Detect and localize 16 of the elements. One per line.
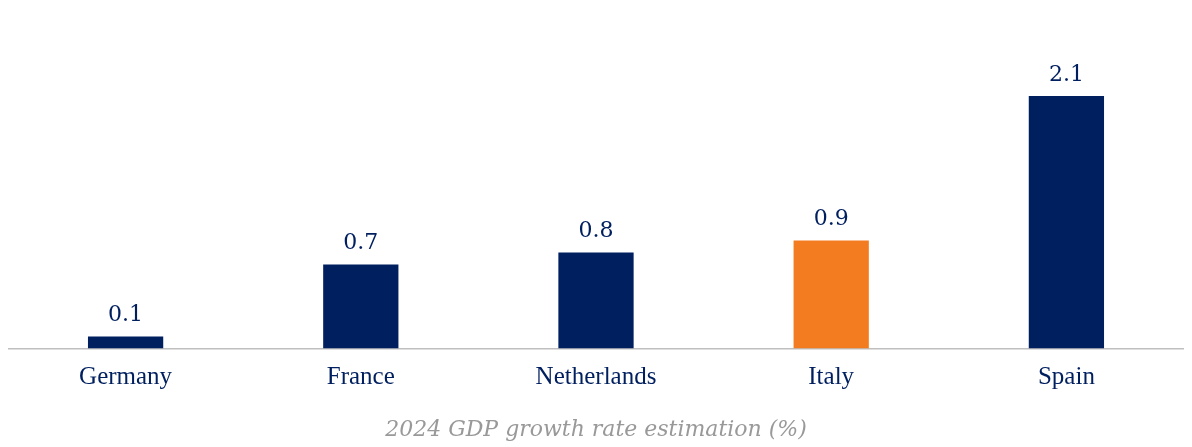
data-label: 0.1 bbox=[108, 301, 144, 327]
data-label: 0.8 bbox=[578, 217, 614, 243]
bar bbox=[87, 336, 164, 349]
x-tick-label: Germany bbox=[79, 362, 173, 390]
bar bbox=[1028, 96, 1105, 349]
data-label: 0.9 bbox=[813, 205, 849, 231]
data-label: 2.1 bbox=[1048, 60, 1084, 86]
bar bbox=[323, 264, 399, 349]
x-tick-label: Spain bbox=[1037, 362, 1096, 390]
bar bbox=[793, 240, 869, 349]
x-tick-label: Italy bbox=[808, 362, 855, 390]
x-axis-title: 2024 GDP growth rate estimation (%) bbox=[384, 415, 807, 441]
x-tick-label: Netherlands bbox=[535, 362, 657, 390]
bar bbox=[558, 252, 634, 349]
data-label: 0.7 bbox=[343, 229, 379, 255]
x-tick-label: France bbox=[326, 362, 395, 390]
